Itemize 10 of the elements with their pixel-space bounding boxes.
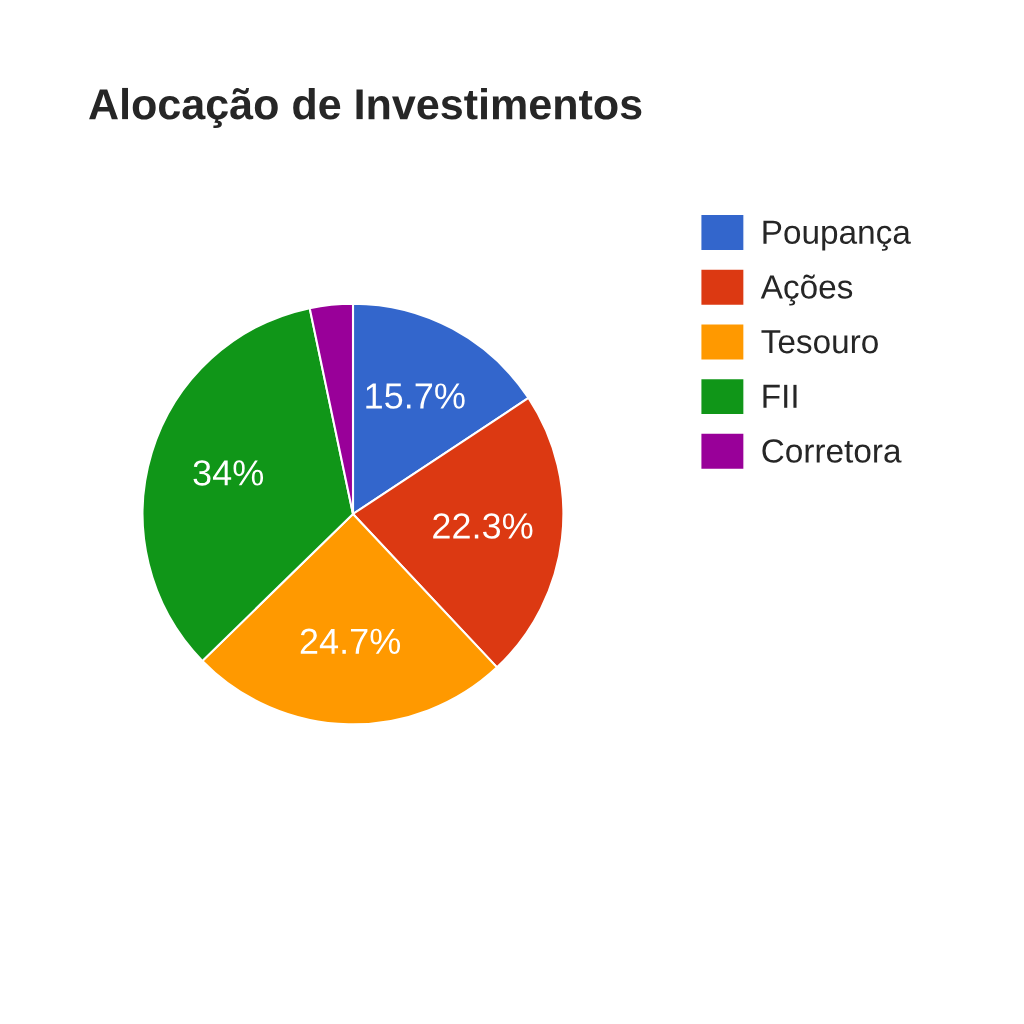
data-label: 24.7%: [300, 628, 401, 654]
legend-label: FII: [763, 384, 797, 408]
data-label: 34%: [193, 460, 264, 486]
data-label: 15.7%: [366, 383, 465, 409]
legend-label: Corretora: [762, 439, 902, 463]
data-label: 22.3%: [433, 513, 533, 539]
legend-label: Tesouro: [761, 330, 878, 354]
legend-label: Ações: [760, 274, 853, 306]
chart-title: Alocação de Investimentos: [89, 87, 642, 129]
legend-label: Poupança: [763, 220, 911, 251]
